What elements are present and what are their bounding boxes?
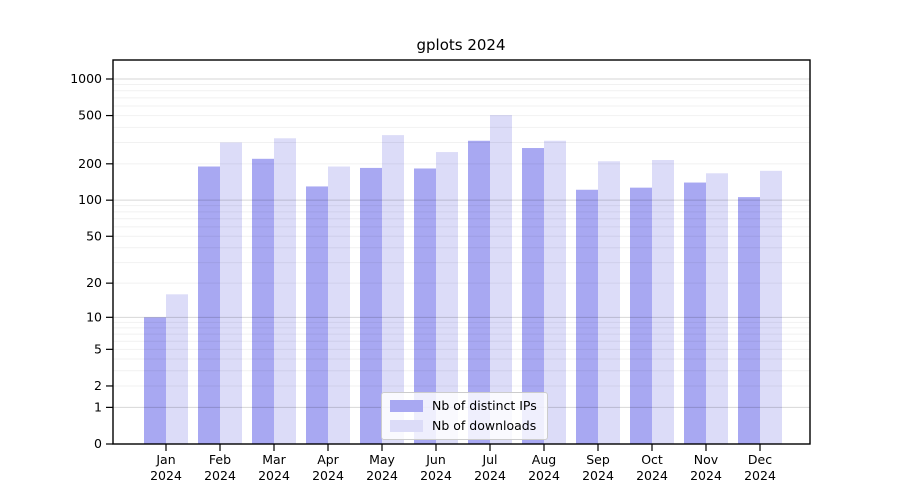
bar-nb-of-distinct-ips-jan xyxy=(144,317,166,444)
legend-label-distinct-ips: Nb of distinct IPs xyxy=(432,398,537,413)
x-tick-label: Feb 2024 xyxy=(204,452,236,483)
x-tick-label: Jan 2024 xyxy=(150,452,182,483)
x-tick-label: Dec 2024 xyxy=(744,452,776,483)
bar-nb-of-downloads-jan xyxy=(166,294,188,444)
bar-nb-of-distinct-ips-sep xyxy=(576,189,598,444)
legend-entry-downloads: Nb of downloads xyxy=(390,418,537,433)
bar-nb-of-downloads-nov xyxy=(706,173,728,444)
legend-entry-distinct-ips: Nb of distinct IPs xyxy=(390,398,537,413)
legend-swatch-distinct-ips xyxy=(390,399,423,412)
bar-nb-of-distinct-ips-dec xyxy=(738,197,760,444)
y-tick-label: 1 xyxy=(94,399,102,414)
x-tick-label: Sep 2024 xyxy=(582,452,614,483)
x-tick-label: Oct 2024 xyxy=(636,452,668,483)
y-tick-label: 100 xyxy=(78,192,102,207)
bar-nb-of-distinct-ips-feb xyxy=(198,166,220,445)
bar-nb-of-downloads-may xyxy=(382,135,404,444)
bar-nb-of-distinct-ips-apr xyxy=(306,186,328,444)
bar-nb-of-distinct-ips-mar xyxy=(252,158,274,444)
bar-nb-of-downloads-mar xyxy=(274,138,296,444)
y-tick-label: 200 xyxy=(78,156,102,171)
bar-nb-of-downloads-feb xyxy=(220,142,242,444)
x-tick-label: Nov 2024 xyxy=(690,452,722,483)
x-tick-label: Jul 2024 xyxy=(474,452,506,483)
y-tick-label: 50 xyxy=(86,228,102,243)
x-tick-label: Jun 2024 xyxy=(420,452,452,483)
x-tick-label: Apr 2024 xyxy=(312,452,344,483)
y-tick-label: 5 xyxy=(94,341,102,356)
y-tick-label: 20 xyxy=(86,275,102,290)
bar-nb-of-distinct-ips-nov xyxy=(684,182,706,445)
bar-nb-of-distinct-ips-jul xyxy=(468,140,490,445)
bar-nb-of-downloads-oct xyxy=(652,160,674,444)
chart-title: gplots 2024 xyxy=(416,36,506,54)
legend-swatch-downloads xyxy=(390,419,423,432)
bar-nb-of-distinct-ips-jun xyxy=(414,168,436,444)
bar-nb-of-downloads-aug xyxy=(544,140,566,445)
x-tick-label: May 2024 xyxy=(366,452,398,483)
bar-nb-of-downloads-apr xyxy=(328,166,350,445)
legend: Nb of distinct IPs Nb of downloads xyxy=(381,392,548,440)
bar-nb-of-downloads-jul xyxy=(490,115,512,444)
x-tick-label: Aug 2024 xyxy=(528,452,560,483)
bar-nb-of-downloads-jun xyxy=(436,152,458,444)
x-tick-label: Mar 2024 xyxy=(258,452,290,483)
y-tick-label: 1000 xyxy=(70,71,102,86)
bar-nb-of-downloads-dec xyxy=(760,170,782,445)
bar-nb-of-downloads-sep xyxy=(598,161,620,444)
bar-nb-of-distinct-ips-aug xyxy=(522,148,544,444)
y-tick-label: 500 xyxy=(78,108,102,123)
legend-label-downloads: Nb of downloads xyxy=(432,418,537,433)
bar-nb-of-distinct-ips-may xyxy=(360,167,382,444)
plot-border xyxy=(112,59,811,445)
y-tick-label: 0 xyxy=(94,436,102,451)
y-tick-label: 10 xyxy=(86,309,102,324)
y-tick-label: 2 xyxy=(94,378,102,393)
bar-nb-of-distinct-ips-oct xyxy=(630,187,652,445)
